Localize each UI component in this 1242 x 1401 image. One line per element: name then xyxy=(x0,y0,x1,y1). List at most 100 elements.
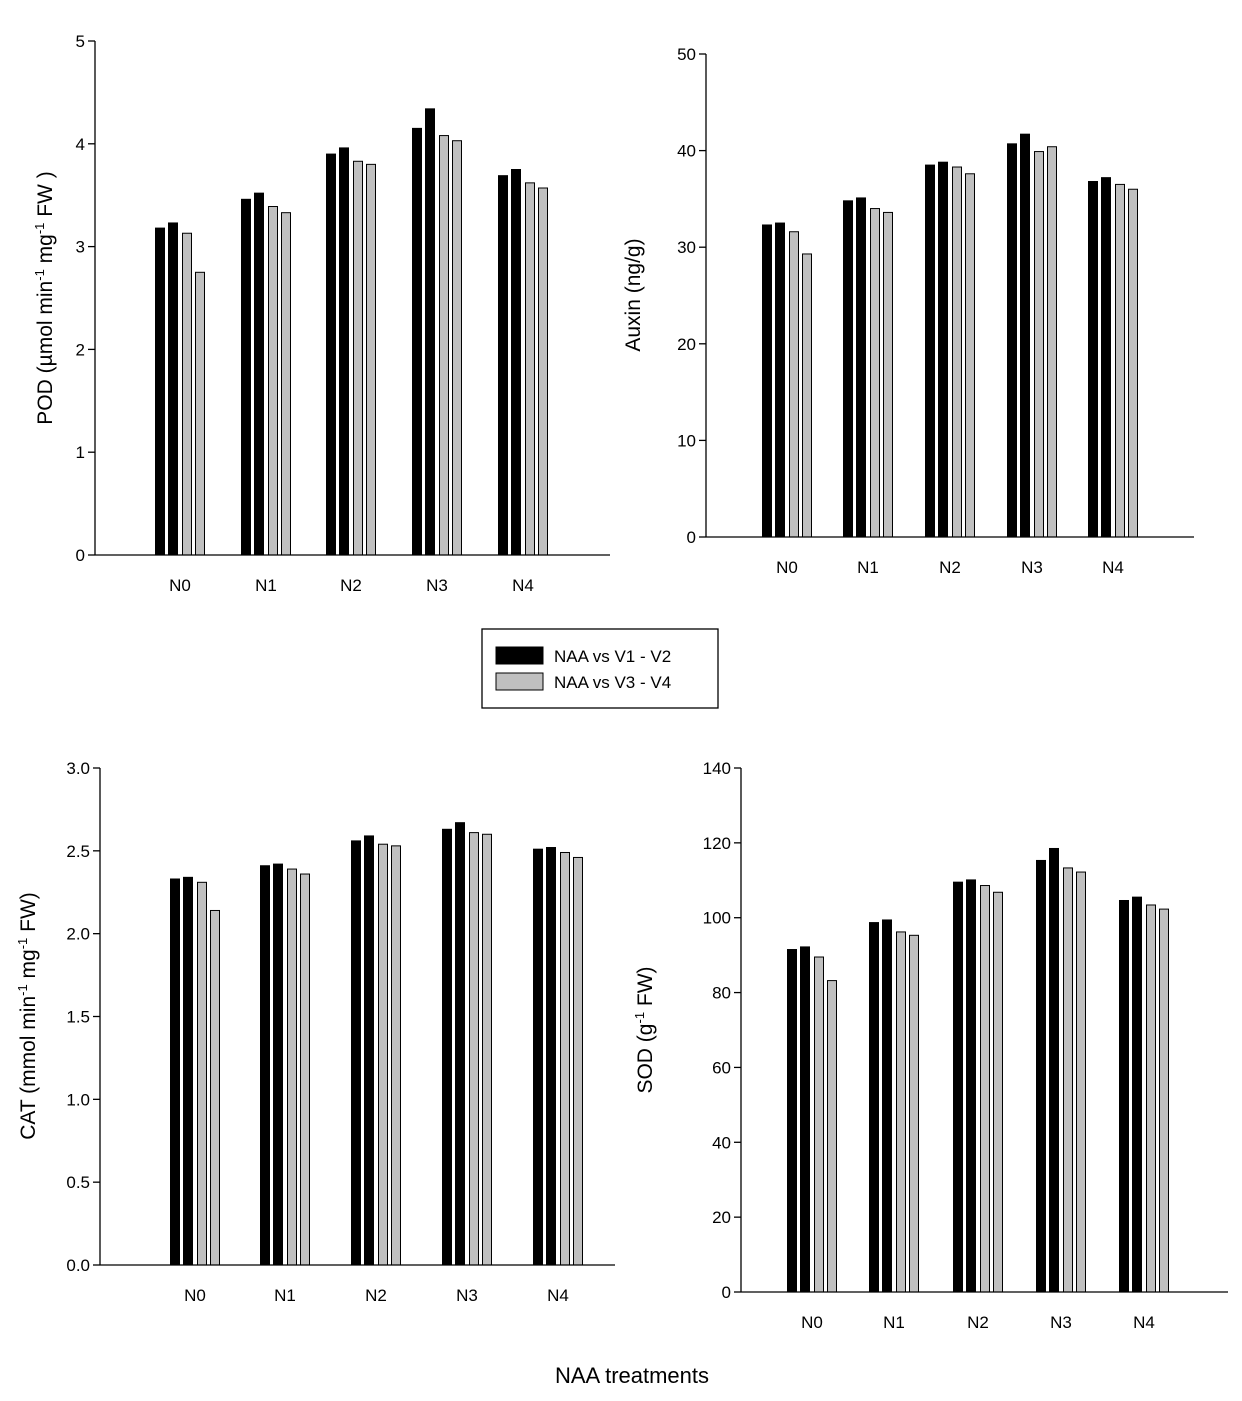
legend-box xyxy=(481,628,719,709)
bar-n2-series-4 xyxy=(391,845,401,1266)
y-tick-label: 120 xyxy=(703,834,731,853)
y-axis-title-superscript: -1 xyxy=(32,223,47,235)
bar-n1-series-3 xyxy=(870,208,880,538)
bar-n0-series-4 xyxy=(195,271,205,556)
legend-swatch-light xyxy=(495,672,544,691)
bar-n3-series-2 xyxy=(1020,133,1030,538)
bar-n2-series-3 xyxy=(353,160,363,556)
y-axis-title-text: CAT (mmol min xyxy=(17,996,40,1140)
bar-n4-series-2 xyxy=(1132,896,1142,1293)
y-tick-label: 20 xyxy=(712,1208,731,1227)
bar-n4-series-4 xyxy=(1128,188,1138,538)
bar-n1-series-4 xyxy=(281,212,291,556)
category-label-n3: N3 xyxy=(426,576,448,595)
bar-n4-series-2 xyxy=(511,169,521,556)
category-label-n1: N1 xyxy=(857,558,879,577)
y-tick-label: 0 xyxy=(76,546,85,565)
legend-label-dark: NAA vs V1 - V2 xyxy=(554,647,671,666)
bar-n3-series-4 xyxy=(1047,146,1057,538)
category-label-n1: N1 xyxy=(883,1313,905,1332)
y-tick-label: 1.5 xyxy=(66,1008,90,1027)
y-axis-title-text: FW) xyxy=(17,892,40,937)
bar-n1-series-1 xyxy=(869,922,879,1293)
bar-n4-series-1 xyxy=(533,848,543,1266)
y-axis-title-superscript: -1 xyxy=(15,984,30,996)
bar-n4-series-4 xyxy=(1159,908,1169,1293)
y-axis-title-text: Auxin (ng/g) xyxy=(622,238,645,351)
bar-n0-series-1 xyxy=(155,227,165,556)
y-axis-title: CAT (mmol min-1 mg-1 FW) xyxy=(15,892,40,1140)
y-axis-title-text: POD (µmol min xyxy=(34,281,57,425)
bar-n2-series-1 xyxy=(953,881,963,1293)
bar-n1-series-3 xyxy=(287,868,297,1266)
bar-n0-series-3 xyxy=(197,881,207,1266)
y-axis-title: SOD (g-1 FW) xyxy=(632,966,657,1093)
y-axis-title-text: FW) xyxy=(634,966,657,1011)
bar-n4-series-1 xyxy=(1088,181,1098,538)
y-tick-label: 10 xyxy=(677,431,696,450)
bar-n1-series-4 xyxy=(883,211,893,538)
bar-n0-series-3 xyxy=(182,232,192,556)
category-label-n4: N4 xyxy=(512,576,534,595)
y-axis-title-superscript: -1 xyxy=(15,938,30,950)
bar-n3-series-2 xyxy=(1049,847,1059,1293)
bar-n3-series-3 xyxy=(469,832,479,1266)
bar-n2-series-4 xyxy=(965,173,975,538)
bar-n2-series-2 xyxy=(938,161,948,538)
bar-n4-series-1 xyxy=(1119,899,1129,1293)
category-label-n2: N2 xyxy=(967,1313,989,1332)
category-label-n0: N0 xyxy=(776,558,798,577)
y-tick-label: 2.0 xyxy=(66,925,90,944)
legend: NAA vs V1 - V2 NAA vs V3 - V4 xyxy=(481,628,719,709)
bar-n4-series-2 xyxy=(1101,177,1111,538)
bar-n2-series-1 xyxy=(925,164,935,538)
bar-n0-series-2 xyxy=(775,222,785,538)
category-label-n0: N0 xyxy=(169,576,191,595)
bar-n1-series-1 xyxy=(843,200,853,538)
y-tick-label: 2.5 xyxy=(66,842,90,861)
bar-n0-series-2 xyxy=(183,876,193,1266)
category-label-n3: N3 xyxy=(1050,1313,1072,1332)
bar-n2-series-3 xyxy=(378,843,388,1266)
bar-n4-series-3 xyxy=(525,182,535,556)
y-axis-title-text: mg xyxy=(17,949,40,984)
bar-n4-series-3 xyxy=(560,851,570,1266)
bar-n0-series-4 xyxy=(802,253,812,538)
bar-n3-series-1 xyxy=(442,828,452,1266)
y-axis-title-text: FW ) xyxy=(34,171,57,222)
category-label-n2: N2 xyxy=(939,558,961,577)
y-tick-label: 140 xyxy=(703,759,731,778)
bar-n1-series-3 xyxy=(268,206,278,556)
y-tick-label: 4 xyxy=(76,135,85,154)
y-tick-label: 3.0 xyxy=(66,759,90,778)
chart-top-right: 0 10 20 30 40 50 N0 N1 N2 N3 N4 Auxin (ng/g) xyxy=(622,45,1194,577)
category-label-n2: N2 xyxy=(365,1286,387,1305)
bar-n1-series-2 xyxy=(856,197,866,538)
category-label-n2: N2 xyxy=(340,576,362,595)
bar-n1-series-1 xyxy=(260,865,270,1266)
category-label-n4: N4 xyxy=(547,1286,569,1305)
bar-n0-series-4 xyxy=(210,909,220,1266)
bar-n3-series-3 xyxy=(439,135,449,556)
bar-n2-series-3 xyxy=(952,166,962,538)
category-label-n0: N0 xyxy=(801,1313,823,1332)
y-tick-label: 40 xyxy=(677,142,696,161)
category-label-n3: N3 xyxy=(1021,558,1043,577)
bar-n4-series-3 xyxy=(1146,904,1156,1293)
legend-swatch-dark xyxy=(495,646,544,665)
y-tick-label: 2 xyxy=(76,340,85,359)
shared-x-axis-title: NAA treatments xyxy=(555,1363,709,1388)
bar-n2-series-3 xyxy=(980,885,990,1293)
category-label-n4: N4 xyxy=(1133,1313,1155,1332)
bar-n0-series-1 xyxy=(170,878,180,1266)
bar-n2-series-2 xyxy=(339,147,349,556)
y-axis-title: Auxin (ng/g) xyxy=(622,238,645,351)
y-axis-title-text: mg xyxy=(34,234,57,269)
category-label-n4: N4 xyxy=(1102,558,1124,577)
category-label-n0: N0 xyxy=(184,1286,206,1305)
bar-n0-series-3 xyxy=(814,956,824,1293)
bar-n1-series-2 xyxy=(273,863,283,1266)
